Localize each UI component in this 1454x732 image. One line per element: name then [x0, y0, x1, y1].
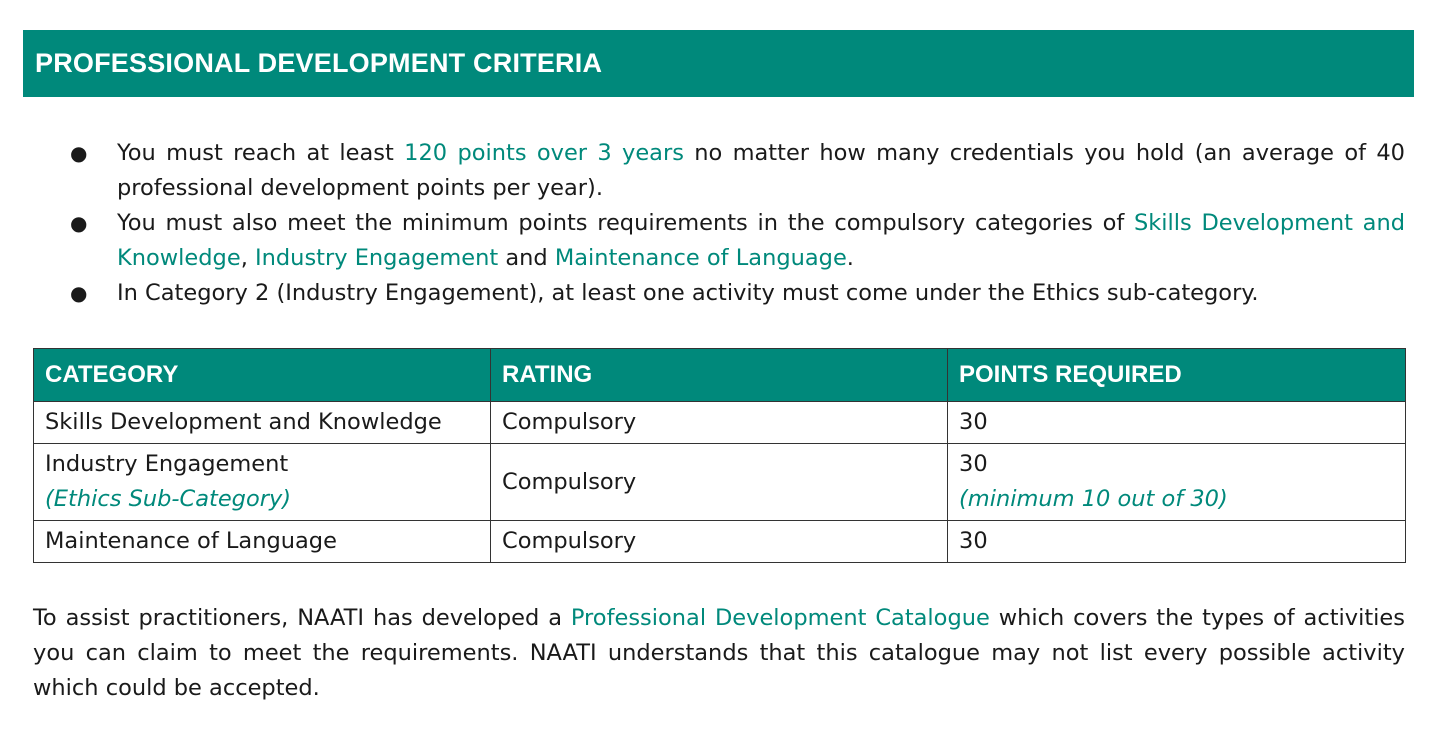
- category-cell: Industry Engagement (Ethics Sub-Category…: [33, 443, 491, 521]
- bullet-item: ● You must also meet the minimum points …: [60, 206, 1405, 276]
- rating-cell: Compulsory: [490, 520, 948, 563]
- section-banner: PROFESSIONAL DEVELOPMENT CRITERIA: [23, 30, 1414, 97]
- bullet-text: ,: [240, 245, 255, 271]
- section-title: PROFESSIONAL DEVELOPMENT CRITERIA: [35, 48, 603, 78]
- criteria-table: CATEGORY RATING POINTS REQUIRED Skills D…: [33, 348, 1406, 563]
- link-skills-development[interactable]: Skills Development and Knowledge: [117, 210, 1405, 271]
- points-cell: 30 (minimum 10 out of 30): [947, 443, 1406, 521]
- bullet-dot-icon: ●: [70, 141, 88, 165]
- table-row: Maintenance of Language Compulsory 30: [33, 520, 1406, 563]
- bullet-item: ● In Category 2 (Industry Engagement), a…: [60, 276, 1405, 311]
- bullet-text: You must also meet the minimum points re…: [117, 210, 1134, 236]
- category-cell: Skills Development and Knowledge: [33, 401, 491, 444]
- bullet-text: and: [498, 245, 555, 271]
- category-cell: Maintenance of Language: [33, 520, 491, 563]
- category-name: Industry Engagement: [45, 451, 289, 477]
- bullet-text: .: [846, 245, 854, 271]
- column-header-rating: RATING: [490, 348, 948, 402]
- link-maintenance-of-language[interactable]: Maintenance of Language: [554, 245, 847, 271]
- link-pd-catalogue[interactable]: Professional Development Catalogue: [570, 605, 990, 631]
- paragraph-text: which covers the types of activities you…: [33, 605, 1405, 701]
- column-header-category: CATEGORY: [33, 348, 491, 402]
- table-row: Industry Engagement (Ethics Sub-Category…: [33, 443, 1406, 521]
- points-value: 30: [959, 451, 988, 477]
- table-row: Skills Development and Knowledge Compuls…: [33, 401, 1406, 444]
- criteria-bullet-list: ● You must reach at least 120 points ove…: [60, 136, 1405, 311]
- bullet-dot-icon: ●: [70, 211, 88, 235]
- link-industry-engagement[interactable]: Industry Engagement: [255, 245, 499, 271]
- bullet-text: You must reach at least: [117, 140, 405, 166]
- paragraph-text: To assist practitioners, NAATI has devel…: [33, 605, 571, 631]
- rating-cell: Compulsory: [490, 443, 948, 521]
- catalogue-paragraph: To assist practitioners, NAATI has devel…: [33, 601, 1405, 706]
- column-header-points: POINTS REQUIRED: [947, 348, 1406, 402]
- points-cell: 30: [947, 520, 1406, 563]
- bullet-text: In Category 2 (Industry Engagement), at …: [117, 280, 1259, 306]
- bullet-item: ● You must reach at least 120 points ove…: [60, 136, 1405, 206]
- sub-category-label: (Ethics Sub-Category): [45, 486, 292, 512]
- points-note: (minimum 10 out of 30): [959, 486, 1228, 512]
- bullet-text: no matter how many credentials you hold …: [117, 140, 1405, 201]
- table-header-row: CATEGORY RATING POINTS REQUIRED: [33, 348, 1406, 402]
- bullet-dot-icon: ●: [70, 281, 88, 305]
- points-highlight: 120 points over 3 years: [404, 140, 684, 166]
- points-cell: 30: [947, 401, 1406, 444]
- rating-cell: Compulsory: [490, 401, 948, 444]
